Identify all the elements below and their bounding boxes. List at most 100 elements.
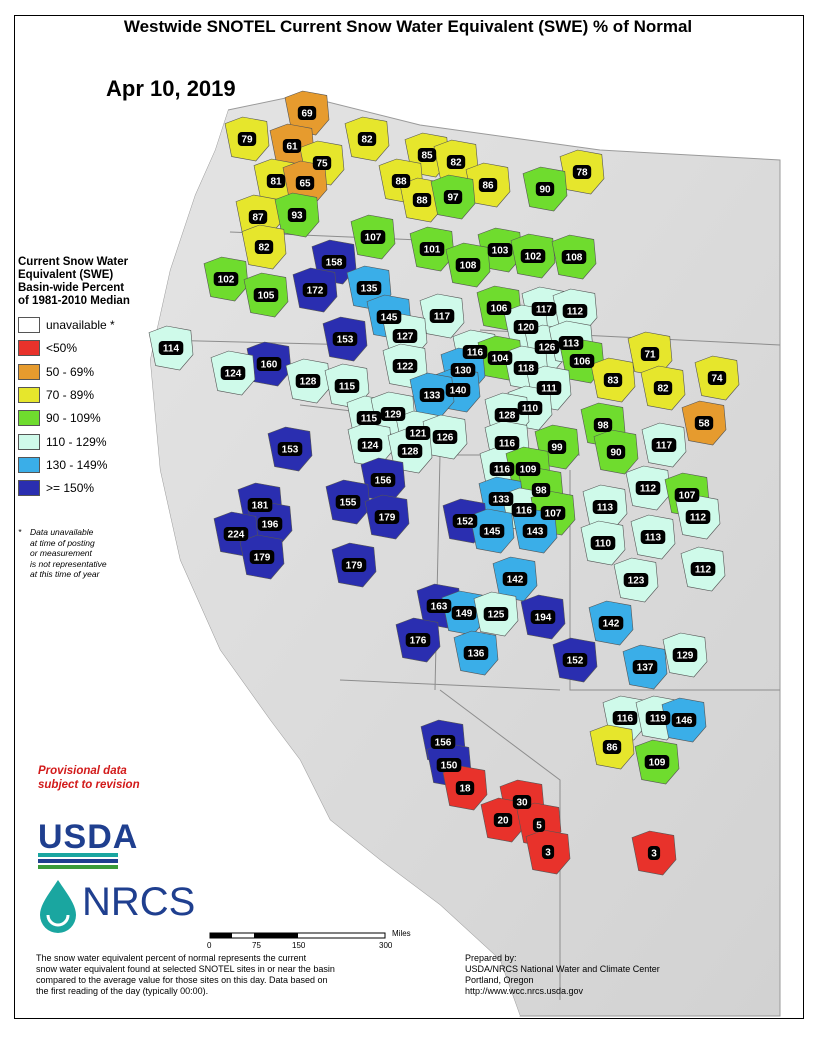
basin-label-bg [603,373,623,387]
basin-label-bg [419,388,445,402]
basin-label: 121 [405,426,431,440]
basin-label-bg [220,366,246,380]
basin-label-bg [487,243,513,257]
nrcs-logo: NRCS [82,880,196,924]
basin-label-bg [357,438,383,452]
legend-swatch [18,480,40,497]
basin-label-bg [357,132,377,146]
basin-label-bg [332,332,358,346]
basin-percent: 143 [527,527,544,538]
basin-label: 82 [254,240,274,254]
basin-percent: 117 [536,305,553,316]
basin-label-bg [536,381,562,395]
basin-label: 152 [452,514,478,528]
basin-label: 112 [562,304,588,318]
basin-label: 110 [590,536,616,550]
basin-label: 75 [312,156,332,170]
basin-label: 106 [569,354,595,368]
basin-label-bg [334,379,360,393]
basin-label: 176 [405,633,431,647]
basin-label: 83 [603,373,623,387]
basin-label: 140 [445,383,471,397]
basin-label-bg [295,374,321,388]
basin-label: 156 [370,473,396,487]
basin-label: 123 [623,573,649,587]
basin-percent: 5 [536,821,542,832]
basin-label-bg [598,616,624,630]
basin-percent: 137 [637,663,654,674]
legend-label: 110 - 129% [46,434,107,449]
basin-percent: 78 [576,168,588,179]
basin-label-bg [674,488,700,502]
basin-label-bg [530,610,556,624]
basin-label: 115 [334,379,360,393]
basin-percent: 115 [339,382,356,393]
basin-percent: 82 [450,158,462,169]
footer-line: snow water equivalent found at selected … [36,964,335,974]
basin-label: 85 [417,148,437,162]
basin-label-bg [569,354,595,368]
legend-row: 70 - 89% [18,386,94,404]
basin-label-bg [392,359,418,373]
basin-percent: 116 [494,465,511,476]
basin-label-bg [380,407,406,421]
basin-label-bg [640,530,666,544]
basin-percent: 163 [431,602,448,613]
basin-percent: 74 [711,374,723,385]
basin-percent: 99 [551,443,563,454]
basin-percent: 172 [307,286,324,297]
map-date: Apr 10, 2019 [106,76,236,101]
basin-percent: 128 [300,377,317,388]
basin-label: 30 [512,795,532,809]
basin-label-bg [426,599,452,613]
basin-label: 58 [694,416,714,430]
basin-percent: 3 [545,848,551,859]
basin-label: 114 [158,341,184,355]
basin-percent: 102 [525,252,542,263]
basin-label-bg [522,524,548,538]
basin-label: 117 [531,302,557,316]
basin-label-bg [707,371,727,385]
basin-percent: 83 [607,376,619,387]
legend-swatch [18,410,40,427]
basin-percent: 106 [574,357,591,368]
basin-percent: 87 [252,213,264,224]
basin-label-bg [486,301,512,315]
basin-label-bg [478,178,498,192]
basin-percent: 145 [381,313,398,324]
basin-percent: 82 [258,243,270,254]
basin-label-bg [558,336,584,350]
basin-label-bg [392,329,418,343]
basin-label-bg [419,242,445,256]
basin-label-bg [483,607,509,621]
note-line: is not representative [30,558,107,569]
basin-label: 88 [391,174,411,188]
basin-label: 86 [478,178,498,192]
basin-label: 82 [446,155,466,169]
basin-label: 163 [426,599,452,613]
basin-label: 18 [455,781,475,795]
basin-label: 153 [277,442,303,456]
basin-label: 118 [513,361,539,375]
basin-label: 65 [295,176,315,190]
ocean-area [15,16,520,1016]
basin-label: 137 [632,660,658,674]
basin-label: 108 [561,250,587,264]
basin-percent: 93 [291,211,303,222]
basin-percent: 196 [262,520,279,531]
basin-percent: 153 [337,335,354,346]
basin-percent: 142 [603,619,620,630]
basin-label: 116 [494,436,520,450]
basin-label: 158 [321,255,347,269]
basin-percent: 116 [499,439,516,450]
basin-label: 86 [602,740,622,754]
basin-percent: 155 [340,498,357,509]
basin-label-bg [531,483,551,497]
basin-label-bg [487,351,513,365]
legend-label: unavailable * [46,318,115,332]
basin-label: 112 [690,562,716,576]
basin-percent: 127 [397,332,414,343]
basin-label: 97 [443,190,463,204]
basin-percent: 108 [566,253,583,264]
basin-label: 113 [640,530,666,544]
